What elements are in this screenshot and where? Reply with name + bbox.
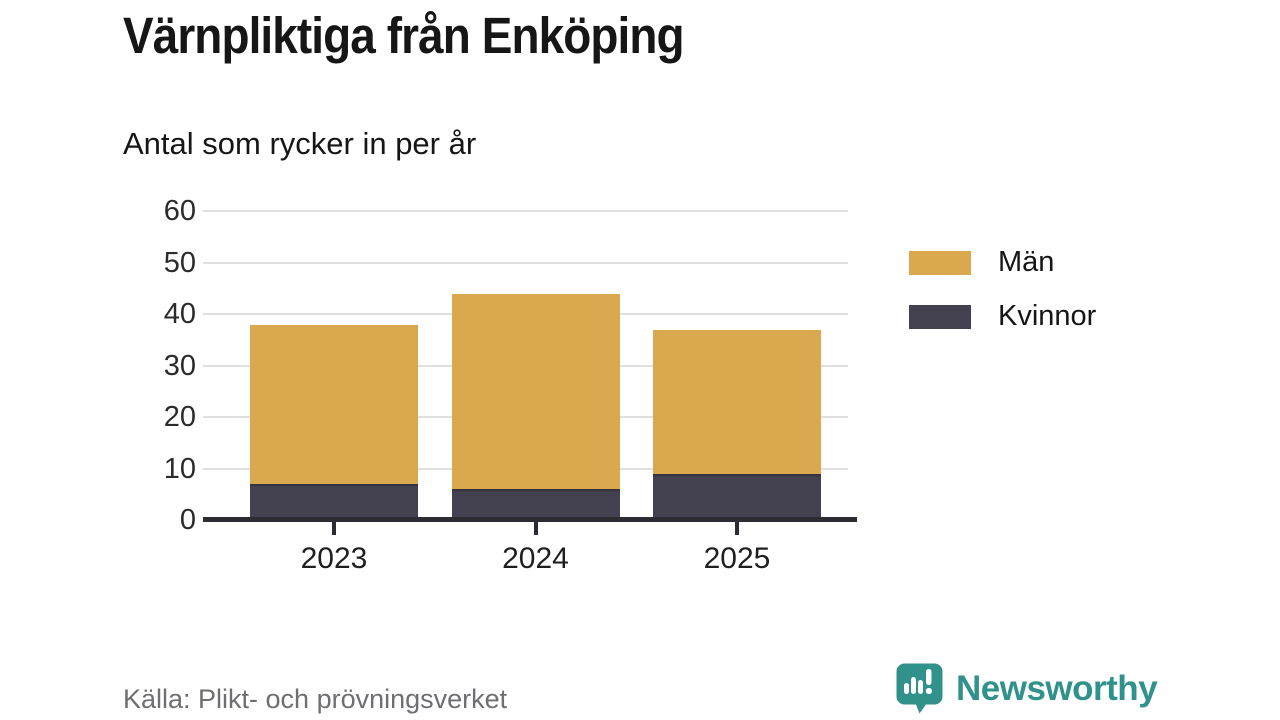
logo-bar-3: [918, 680, 923, 694]
chart-title: Värnpliktiga från Enköping: [123, 7, 685, 64]
x-axis-tick-label: 2025: [703, 542, 771, 575]
legend-label-m-n: Män: [998, 246, 1055, 278]
logo-exclamation-dot: [925, 687, 932, 695]
legend-swatch-m-n: [909, 250, 971, 275]
y-axis-tick-label: 40: [163, 298, 196, 331]
bar-segment-kvinnor-2023: [250, 483, 418, 520]
x-axis-tick: [735, 522, 739, 535]
bar-segment-kvinnor-2025: [653, 473, 821, 520]
y-axis-tick-label: 50: [163, 246, 196, 279]
x-axis-tick: [332, 522, 336, 535]
y-axis-tick-label: 10: [163, 452, 196, 485]
brand-name: Newsworthy: [956, 668, 1158, 708]
bar-segment-kvinnor-2024: [451, 489, 620, 520]
brand-logo: Newsworthy: [896, 663, 1158, 714]
y-axis-tick-label: 0: [179, 504, 196, 536]
bar-segment-m-n-2024: [451, 293, 620, 490]
y-axis-tick-label: 30: [163, 349, 196, 382]
logo-bar-2: [911, 677, 916, 694]
logo-exclamation-stem: [926, 669, 932, 685]
bar-segment-m-n-2025: [653, 329, 821, 474]
source-note: Källa: Plikt- och prövningsverket: [123, 684, 508, 714]
x-axis-line: [203, 517, 857, 522]
gridline: [203, 261, 848, 264]
y-axis-tick-label: 20: [163, 401, 196, 434]
newsworthy-bubble-icon: [896, 663, 943, 714]
legend-swatch-kvinnor: [909, 304, 971, 329]
x-axis-tick-label: 2023: [300, 542, 368, 575]
x-axis-tick-label: 2024: [502, 542, 569, 575]
chart-subtitle: Antal som rycker in per år: [123, 126, 477, 161]
bar-segment-m-n-2023: [250, 324, 418, 484]
legend-item-m-n: Män: [909, 246, 1096, 279]
legend: Män Kvinnor: [909, 246, 1096, 354]
gridline: [203, 210, 848, 213]
legend-item-kvinnor: Kvinnor: [909, 300, 1096, 333]
legend-label-kvinnor: Kvinnor: [998, 300, 1097, 332]
x-axis-tick: [533, 522, 538, 535]
y-axis-tick-label: 60: [163, 195, 196, 228]
logo-bar-1: [904, 683, 909, 694]
